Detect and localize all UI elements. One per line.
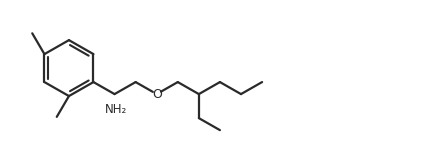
Text: NH₂: NH₂ [104, 103, 127, 116]
Text: O: O [152, 88, 162, 101]
